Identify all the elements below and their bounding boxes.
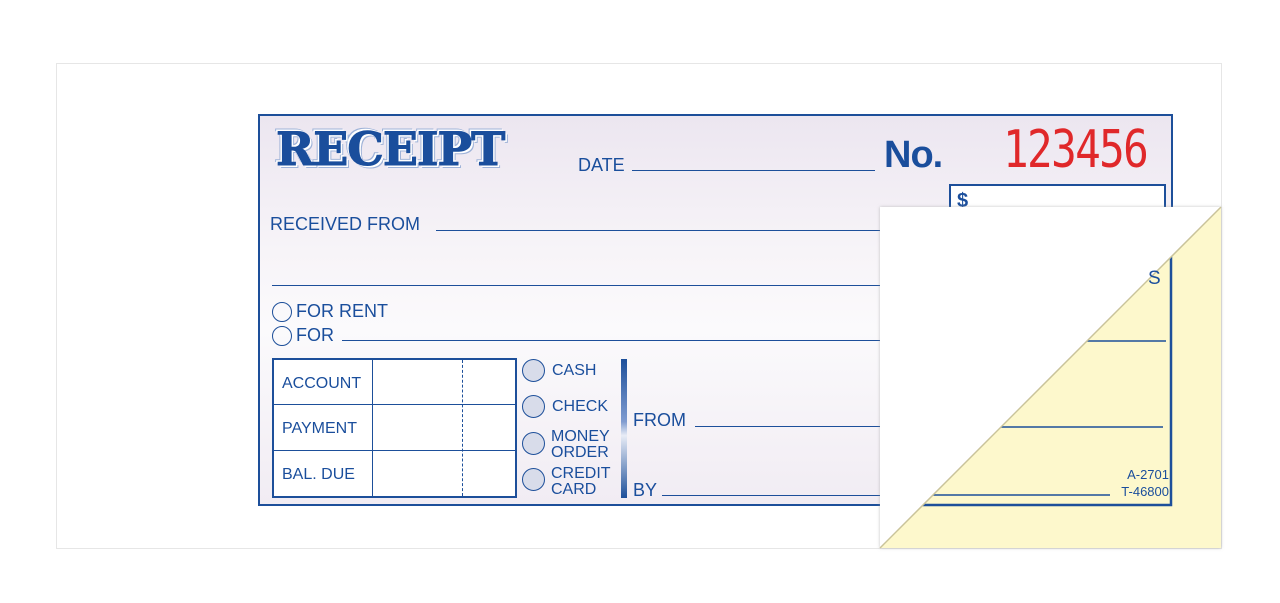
receipt-title: RECEIPT bbox=[275, 122, 505, 177]
from-label: FROM bbox=[633, 410, 686, 430]
date-label: DATE bbox=[578, 155, 625, 175]
for-rent-radio[interactable] bbox=[272, 302, 292, 322]
from-field[interactable] bbox=[695, 426, 885, 427]
for-field[interactable] bbox=[342, 340, 882, 341]
cash-label: CASH bbox=[552, 362, 597, 379]
form-code-a: A-2701 bbox=[1127, 467, 1169, 482]
account-label: ACCOUNT bbox=[282, 375, 362, 392]
account-table: ACCOUNT PAYMENT BAL. DUE bbox=[272, 358, 517, 498]
check-label: CHECK bbox=[552, 398, 609, 415]
date-field[interactable] bbox=[632, 170, 875, 171]
balance-due-label: BAL. DUE bbox=[282, 466, 355, 483]
serial-number: 123456 bbox=[1003, 120, 1149, 180]
check-radio[interactable] bbox=[522, 395, 545, 418]
by-label: BY bbox=[633, 480, 658, 500]
image-frame bbox=[56, 63, 1222, 549]
received-from-line-2[interactable] bbox=[272, 285, 882, 286]
yellow-border bbox=[880, 207, 1173, 507]
for-rent-label: FOR RENT bbox=[296, 301, 388, 321]
received-from-label: RECEIVED FROM bbox=[270, 214, 421, 234]
dollar-sign: $ bbox=[957, 190, 969, 212]
divider-bar bbox=[621, 359, 627, 498]
form-code-t: T-46800 bbox=[1121, 484, 1169, 499]
by-field[interactable] bbox=[662, 495, 885, 496]
for-label: FOR bbox=[296, 325, 334, 345]
for-radio[interactable] bbox=[272, 326, 292, 346]
credit-card-radio[interactable] bbox=[522, 468, 545, 491]
cash-radio[interactable] bbox=[522, 359, 545, 382]
money-order-label: MONEY ORDER bbox=[551, 428, 610, 461]
credit-card-label: CREDIT CARD bbox=[551, 465, 611, 498]
received-from-field[interactable] bbox=[436, 230, 886, 231]
payment-label: PAYMENT bbox=[282, 420, 357, 437]
dollars-fragment: S bbox=[1148, 268, 1161, 289]
number-label: No. bbox=[884, 134, 943, 176]
money-order-radio[interactable] bbox=[522, 432, 545, 455]
